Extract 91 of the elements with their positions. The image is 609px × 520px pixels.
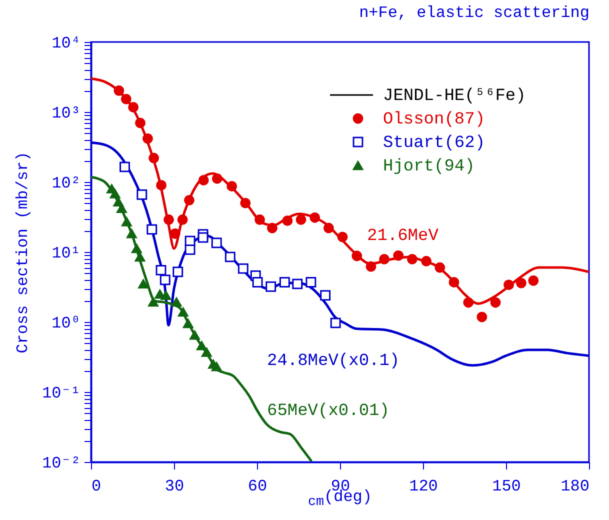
point: [198, 232, 208, 243]
point: [252, 277, 263, 288]
point: [224, 252, 236, 262]
point: [296, 214, 306, 225]
point: [131, 244, 142, 254]
point: [490, 297, 501, 308]
point: [476, 312, 488, 322]
point: [148, 297, 158, 307]
point: [266, 222, 278, 234]
point: [160, 274, 170, 286]
point: [134, 252, 146, 262]
point: [148, 152, 160, 164]
point: [190, 330, 200, 340]
point: [121, 217, 132, 226]
point: [352, 250, 362, 262]
point: [201, 348, 212, 357]
x-tick-label: 30: [164, 478, 184, 496]
point: [198, 175, 209, 186]
legend-label: Stuart(62): [383, 134, 486, 153]
point: [266, 281, 276, 292]
point: [212, 173, 222, 184]
point: [136, 189, 148, 200]
legend-label: Olsson(87): [383, 110, 486, 130]
point: [138, 279, 149, 289]
point: [156, 180, 166, 190]
point: [156, 264, 166, 276]
point: [448, 277, 460, 288]
point: [120, 94, 132, 104]
point: [184, 194, 194, 206]
point: [366, 261, 376, 272]
point: [516, 278, 526, 288]
point: [379, 254, 390, 264]
chart-title: n+Fe, elastic scattering: [359, 4, 590, 22]
x-tick-label: 0: [92, 478, 102, 496]
point: [177, 214, 188, 225]
point: [196, 340, 207, 350]
point: [184, 244, 196, 255]
point: [171, 297, 182, 307]
point: [292, 278, 303, 290]
x-tick-label: 60: [248, 478, 268, 496]
annotation: 21.6MeV: [367, 227, 440, 246]
y-tick-label: 10¹: [52, 244, 80, 262]
point: [337, 232, 348, 242]
point: [406, 254, 418, 264]
point: [463, 297, 474, 308]
point: [434, 262, 446, 273]
point: [254, 214, 265, 225]
point: [528, 275, 539, 286]
x-tick-label: 150: [492, 478, 521, 496]
point: [182, 318, 194, 328]
point: [172, 266, 184, 278]
y-tick-label: 10⁻²: [42, 454, 80, 472]
point: [110, 189, 120, 198]
point: [211, 238, 222, 248]
y-tick-label: 10³: [52, 104, 80, 122]
point: [128, 102, 139, 112]
point: [310, 212, 320, 223]
y-tick-label: 10⁰: [52, 314, 80, 332]
x-tick-label: 120: [409, 478, 438, 496]
point: [178, 307, 188, 317]
y-tick-label: 10⁴: [52, 34, 80, 52]
annotation: 65MeV(x0.01): [267, 402, 390, 421]
point: [421, 256, 432, 266]
legend-label: Hjort(94): [383, 158, 475, 176]
point: [240, 198, 251, 208]
point: [120, 162, 130, 172]
y-tick-label: 10⁻¹: [42, 384, 80, 402]
point: [393, 250, 404, 261]
point: [330, 318, 341, 328]
point: [170, 228, 180, 239]
point: [320, 290, 331, 301]
point: [146, 224, 158, 235]
point: [160, 290, 172, 300]
x-tick-label: 180: [560, 478, 590, 496]
y-tick-label: 10²: [52, 174, 80, 192]
point: [126, 229, 137, 238]
annotation: JENDL-HE(⁵⁶Fe): [383, 87, 526, 106]
point: [142, 133, 153, 144]
point: [238, 263, 248, 274]
point: [164, 214, 174, 225]
point: [226, 181, 238, 192]
point: [279, 277, 290, 288]
annotation: 24.8MeV(x0.1): [267, 352, 400, 371]
point: [114, 85, 124, 96]
point: [504, 280, 514, 290]
point: [282, 215, 293, 226]
point: [323, 222, 334, 234]
y-axis-title: Cross section (mb/sr): [14, 152, 32, 354]
point: [306, 277, 316, 288]
point: [211, 362, 222, 372]
point: [135, 118, 146, 128]
